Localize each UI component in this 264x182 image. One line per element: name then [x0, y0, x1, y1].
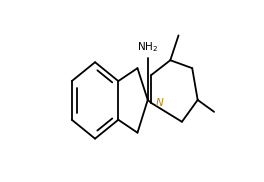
Text: NH$_2$: NH$_2$: [137, 41, 158, 54]
Text: N: N: [156, 98, 163, 108]
